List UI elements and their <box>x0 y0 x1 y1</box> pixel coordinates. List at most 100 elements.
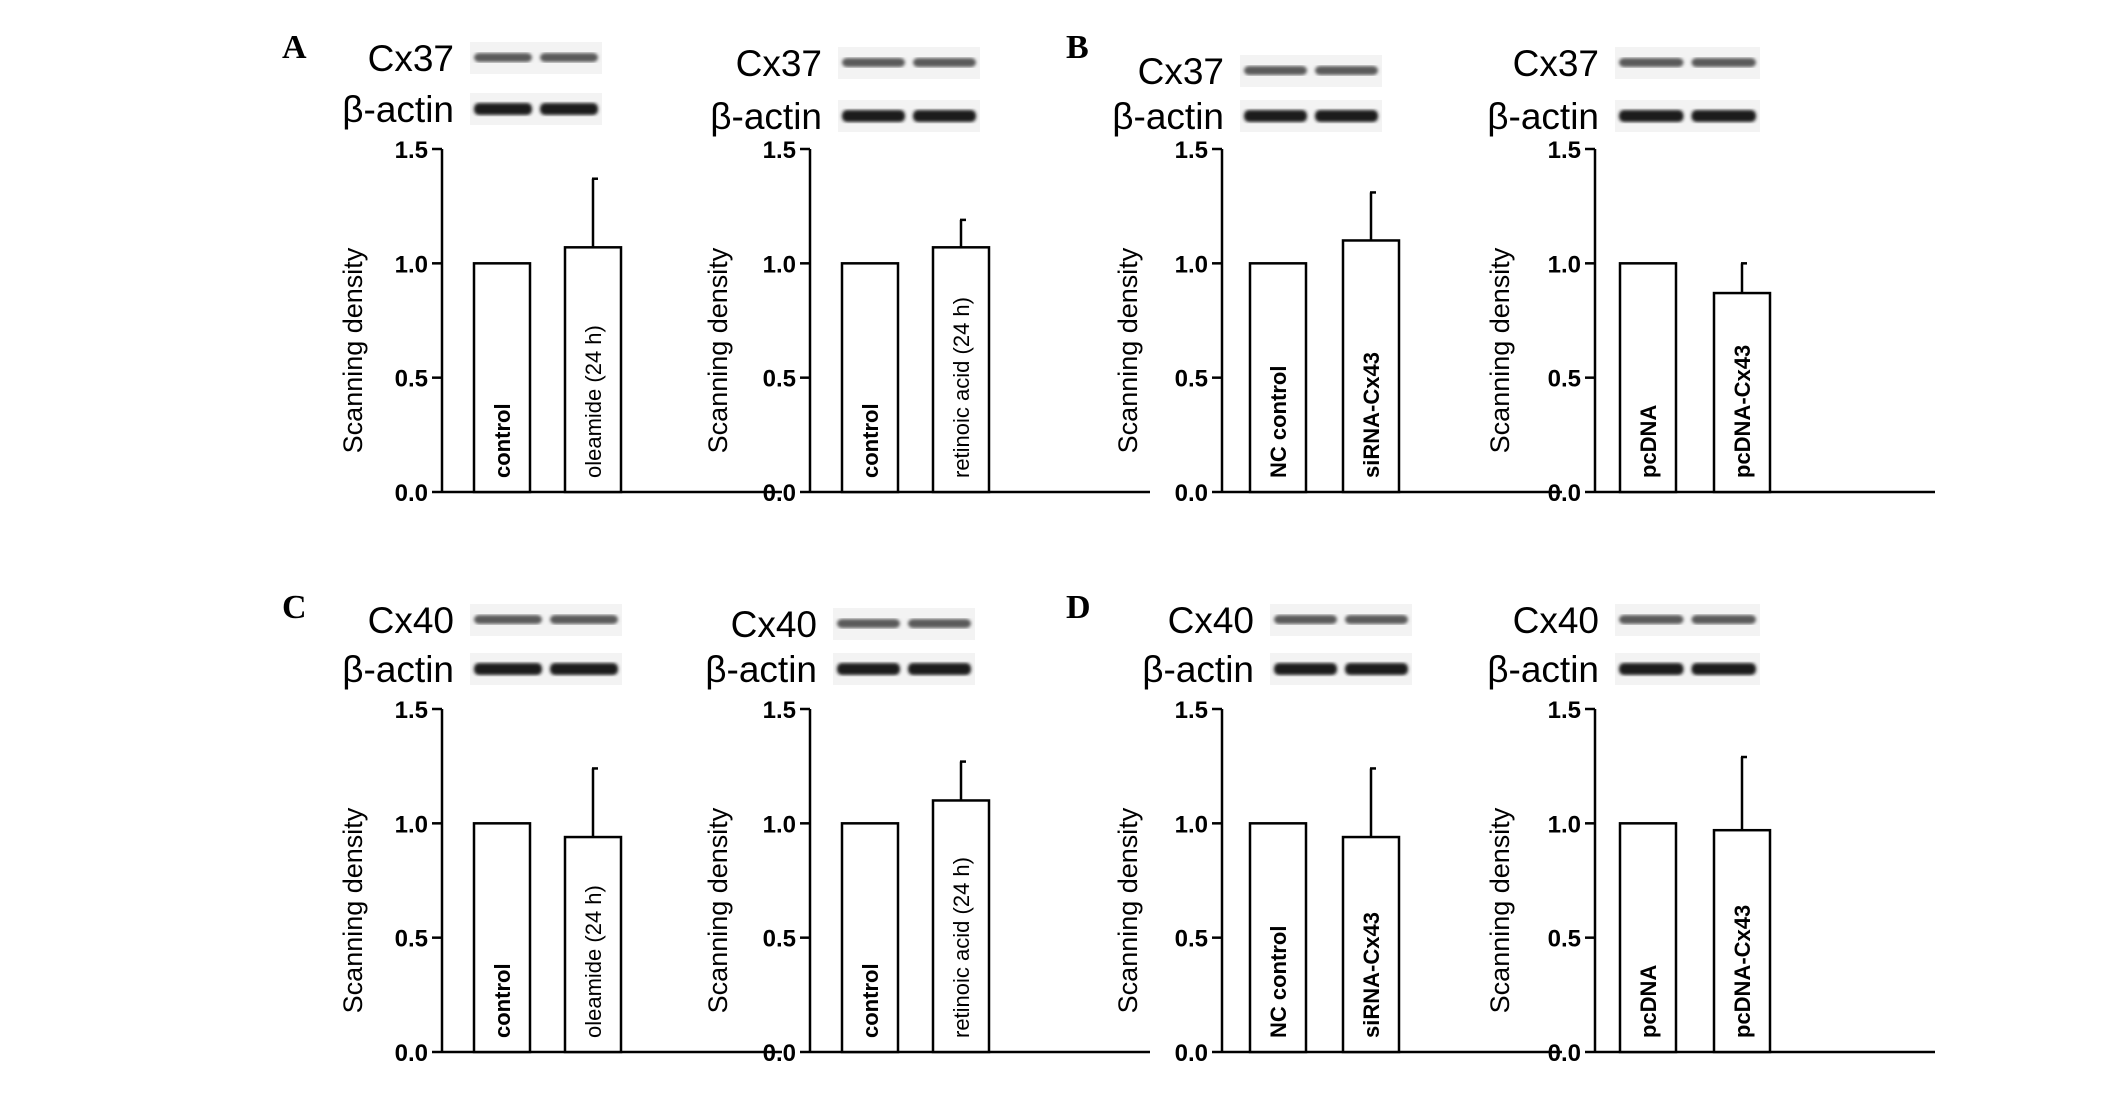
bar <box>840 822 900 1054</box>
y-tick-label: 0.5 <box>763 926 796 953</box>
y-tick-label: 1.0 <box>395 251 428 278</box>
blot-band <box>1691 615 1756 624</box>
western-blot-image <box>833 608 975 685</box>
y-tick-label: 1.0 <box>763 811 796 838</box>
y-axis-label: Scanning density <box>338 807 368 1013</box>
chart-2: Cx37 β-actin 0.0 0.5 1.0 1.5 Scanning density c… <box>703 43 1150 507</box>
bar <box>1712 828 1772 1054</box>
blot-band <box>1244 66 1307 75</box>
bar <box>1248 822 1308 1054</box>
blot-band <box>842 110 905 122</box>
bar-label: control <box>490 403 515 478</box>
bar <box>1618 262 1678 494</box>
blot-band <box>908 663 971 675</box>
y-tick-label: 1.0 <box>395 811 428 838</box>
y-tick-label: 0.0 <box>763 480 796 507</box>
blot-band <box>1691 58 1756 67</box>
panel-letter-b: B <box>1066 29 1089 66</box>
y-tick-label: 1.5 <box>1548 697 1581 724</box>
chart-5: Cx40 β-actin 0.0 0.5 1.0 1.5 Scanning density c… <box>338 600 782 1067</box>
protein-label: Cx40 <box>1513 600 1599 641</box>
bar-label: retinoic acid (24 h) <box>949 297 974 478</box>
loading-control-label: β-actin <box>342 89 454 130</box>
blot-band <box>1345 615 1408 624</box>
western-blot-image <box>1615 604 1760 685</box>
y-axis-label: Scanning density <box>1485 807 1515 1013</box>
blot-band <box>550 663 618 675</box>
y-tick-label: 0.0 <box>1175 1040 1208 1067</box>
bar <box>931 799 991 1054</box>
western-blot-image <box>470 604 622 685</box>
loading-control-label: β-actin <box>1142 649 1254 690</box>
bar-label: retinoic acid (24 h) <box>949 857 974 1038</box>
bar-label: NC control <box>1266 366 1291 478</box>
bar-label: control <box>858 963 883 1038</box>
bar-label: NC control <box>1266 926 1291 1038</box>
loading-control-label: β-actin <box>1487 649 1599 690</box>
y-tick-label: 1.5 <box>1548 137 1581 164</box>
panel-letter-a: A <box>282 29 307 66</box>
blot-band <box>540 103 598 115</box>
bar-label: oleamide (24 h) <box>581 885 606 1038</box>
western-blot-image <box>1270 604 1412 685</box>
y-tick-label: 0.5 <box>395 366 428 393</box>
y-tick-label: 1.5 <box>763 137 796 164</box>
bar-label: siRNA-Cx43 <box>1359 912 1384 1038</box>
y-tick-label: 1.5 <box>1175 137 1208 164</box>
y-axis-label: Scanning density <box>703 807 733 1013</box>
bar-label: siRNA-Cx43 <box>1359 352 1384 478</box>
blot-band <box>837 619 900 628</box>
bar <box>472 822 532 1054</box>
bar-label: oleamide (24 h) <box>581 325 606 478</box>
y-tick-label: 1.5 <box>763 697 796 724</box>
charts-group: Cx37 β-actin 0.0 0.5 1.0 1.5 Scanning density c… <box>338 38 1935 1067</box>
blot-band <box>474 615 542 624</box>
y-tick-label: 1.5 <box>395 137 428 164</box>
blot-band <box>1274 615 1337 624</box>
chart-8: Cx40 β-actin 0.0 0.5 1.0 1.5 Scanning density p… <box>1485 600 1935 1067</box>
blot-band <box>474 53 532 62</box>
y-tick-label: 1.0 <box>1175 811 1208 838</box>
chart-7: Cx40 β-actin 0.0 0.5 1.0 1.5 Scanning density N… <box>1113 600 1562 1067</box>
y-tick-label: 0.5 <box>1548 366 1581 393</box>
blot-band <box>1619 663 1684 675</box>
loading-control-label: β-actin <box>1487 96 1599 137</box>
blot-band <box>1345 663 1408 675</box>
bar-label: control <box>490 963 515 1038</box>
blot-band <box>1619 110 1684 122</box>
blot-band <box>1691 110 1756 122</box>
protein-label: Cx37 <box>1513 43 1599 84</box>
y-tick-label: 0.0 <box>763 1040 796 1067</box>
blot-band <box>913 58 976 67</box>
blot-band <box>474 103 532 115</box>
protein-label: Cx37 <box>1138 51 1224 92</box>
y-tick-label: 1.0 <box>763 251 796 278</box>
bar <box>1341 239 1401 494</box>
blot-band <box>540 53 598 62</box>
western-blot-image <box>838 47 980 132</box>
bar-label: pcDNA <box>1636 405 1661 478</box>
y-tick-label: 0.5 <box>1175 926 1208 953</box>
blot-band <box>1315 66 1378 75</box>
bar <box>1712 291 1772 494</box>
bar-label: pcDNA <box>1636 965 1661 1038</box>
y-tick-label: 0.5 <box>1175 366 1208 393</box>
loading-control-label: β-actin <box>710 96 822 137</box>
blot-band <box>1619 58 1684 67</box>
y-tick-label: 0.0 <box>395 1040 428 1067</box>
y-axis-label: Scanning density <box>703 247 733 453</box>
loading-control-label: β-actin <box>342 649 454 690</box>
western-blot-image <box>1615 47 1760 132</box>
bar <box>563 835 623 1054</box>
y-axis-label: Scanning density <box>1485 247 1515 453</box>
western-blot-image <box>1240 55 1382 132</box>
y-axis-label: Scanning density <box>1113 807 1143 1013</box>
bar-label: pcDNA-Cx43 <box>1730 345 1755 478</box>
y-tick-label: 0.0 <box>1548 1040 1581 1067</box>
y-tick-label: 1.5 <box>1175 697 1208 724</box>
protein-label: Cx40 <box>1168 600 1254 641</box>
bar <box>840 262 900 494</box>
panel-letter-c: C <box>282 589 307 626</box>
y-tick-label: 0.0 <box>395 480 428 507</box>
